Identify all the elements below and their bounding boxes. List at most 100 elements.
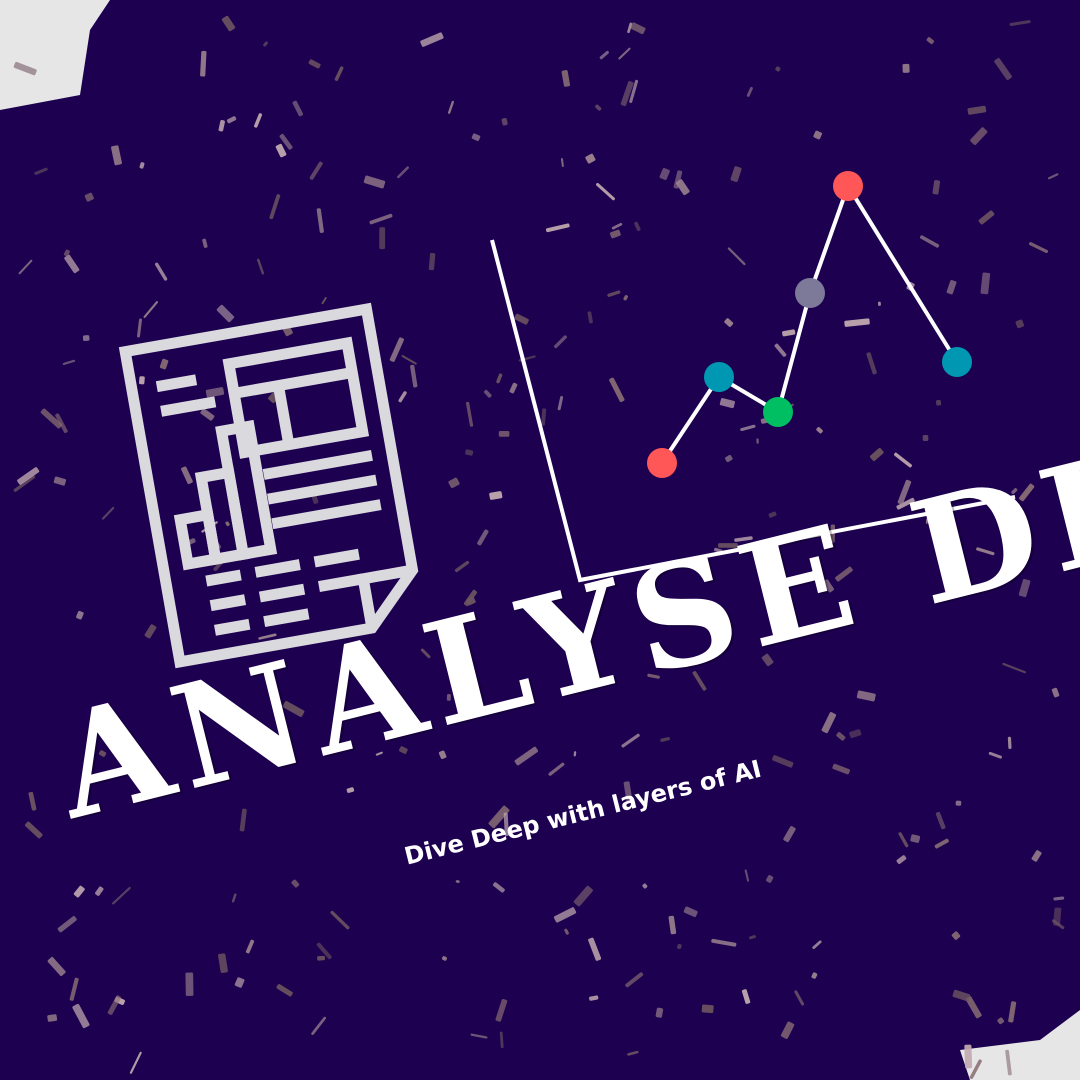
confetti-piece: [107, 995, 121, 1015]
confetti-piece: [225, 521, 230, 527]
confetti-piece: [609, 229, 621, 239]
confetti-piece: [18, 259, 33, 275]
confetti-piece: [269, 194, 281, 220]
confetti-piece: [794, 990, 805, 1006]
confetti-piece: [642, 883, 648, 889]
confetti-piece: [216, 304, 235, 323]
confetti-piece: [740, 424, 756, 432]
confetti-piece: [822, 579, 834, 593]
confetti-piece: [72, 1003, 90, 1029]
confetti-piece: [275, 143, 287, 158]
confetti-piece: [980, 272, 991, 295]
confetti-piece: [896, 855, 907, 865]
confetti-piece: [200, 50, 207, 77]
confetti-piece: [935, 811, 946, 830]
confetti-piece: [774, 343, 787, 357]
confetti-piece: [634, 221, 641, 231]
confetti-piece: [849, 729, 862, 739]
confetti-piece: [226, 116, 237, 124]
confetti-piece: [1012, 548, 1020, 566]
chart-line: [660, 181, 959, 465]
chart-dot-teal: [704, 362, 734, 392]
confetti-piece: [611, 222, 623, 230]
line-chart-icon: [490, 171, 1016, 583]
confetti-piece: [501, 118, 508, 126]
confetti-piece: [660, 737, 670, 742]
confetti-piece: [369, 213, 393, 225]
confetti-piece: [316, 208, 324, 233]
confetti-piece: [159, 358, 169, 370]
confetti-piece: [488, 805, 510, 829]
confetti-piece: [811, 972, 818, 979]
confetti-piece: [749, 935, 757, 940]
confetti-piece: [311, 1016, 327, 1035]
confetti-piece: [775, 66, 781, 72]
confetti-piece: [877, 301, 881, 306]
confetti-piece: [137, 318, 142, 338]
confetti-piece: [844, 318, 870, 327]
confetti-piece: [623, 781, 633, 802]
confetti-piece: [1029, 242, 1049, 254]
confetti-piece: [701, 1004, 714, 1014]
confetti-piece: [496, 373, 503, 384]
confetti-piece: [668, 915, 677, 935]
confetti-piece: [455, 880, 460, 883]
confetti-piece: [1009, 20, 1031, 27]
confetti-piece: [734, 536, 753, 542]
confetti-piece: [969, 1059, 982, 1079]
confetti-piece: [1051, 687, 1060, 698]
confetti-piece: [932, 180, 941, 195]
confetti-piece: [553, 907, 577, 923]
confetti-piece: [896, 497, 915, 510]
confetti-piece: [471, 133, 481, 141]
confetti-piece: [659, 168, 670, 180]
confetti-piece: [766, 875, 774, 883]
confetti-piece: [761, 653, 774, 667]
confetti-piece: [420, 648, 431, 659]
chart-dot-gray: [795, 278, 825, 308]
confetti-piece: [620, 81, 634, 107]
confetti-piece: [813, 130, 823, 140]
confetti-piece: [866, 352, 877, 375]
confetti-piece: [599, 50, 609, 60]
confetti-piece: [988, 751, 1002, 759]
confetti-piece: [976, 547, 995, 556]
confetti-piece: [276, 984, 293, 997]
confetti-piece: [389, 337, 405, 362]
confetti-piece: [936, 400, 942, 406]
confetti-piece: [410, 364, 418, 388]
confetti-piece: [334, 66, 344, 81]
confetti-piece: [441, 956, 448, 961]
confetti-piece: [1007, 736, 1012, 749]
confetti-piece: [952, 989, 971, 1002]
confetti-piece: [925, 518, 929, 524]
confetti-piece: [321, 296, 327, 305]
confetti-piece: [647, 673, 660, 679]
confetti-piece: [398, 391, 407, 403]
report-document-icon: [118, 302, 419, 669]
confetti-piece: [245, 939, 255, 954]
confetti-piece: [926, 37, 935, 45]
confetti-piece: [922, 434, 929, 442]
confetti-piece: [454, 560, 470, 573]
confetti-piece: [1019, 483, 1035, 502]
confetti-piece: [263, 41, 268, 47]
confetti-piece: [711, 938, 737, 947]
confetti-piece: [772, 755, 794, 768]
confetti-piece: [1018, 578, 1031, 598]
confetti-piece: [492, 882, 505, 893]
confetti-piece: [587, 311, 593, 324]
confetti-piece: [254, 113, 263, 128]
confetti-piece: [82, 335, 90, 342]
confetti-piece: [756, 438, 759, 444]
confetti-piece: [821, 712, 837, 734]
confetti-piece: [595, 104, 602, 111]
confetti-piece: [509, 382, 518, 394]
confetti-piece: [465, 401, 474, 427]
confetti-piece: [629, 79, 639, 104]
confetti-piece: [944, 572, 967, 586]
confetti-piece: [111, 145, 122, 166]
confetti-piece: [730, 166, 742, 183]
confetti-piece: [139, 162, 145, 169]
confetti-piece: [292, 100, 304, 117]
